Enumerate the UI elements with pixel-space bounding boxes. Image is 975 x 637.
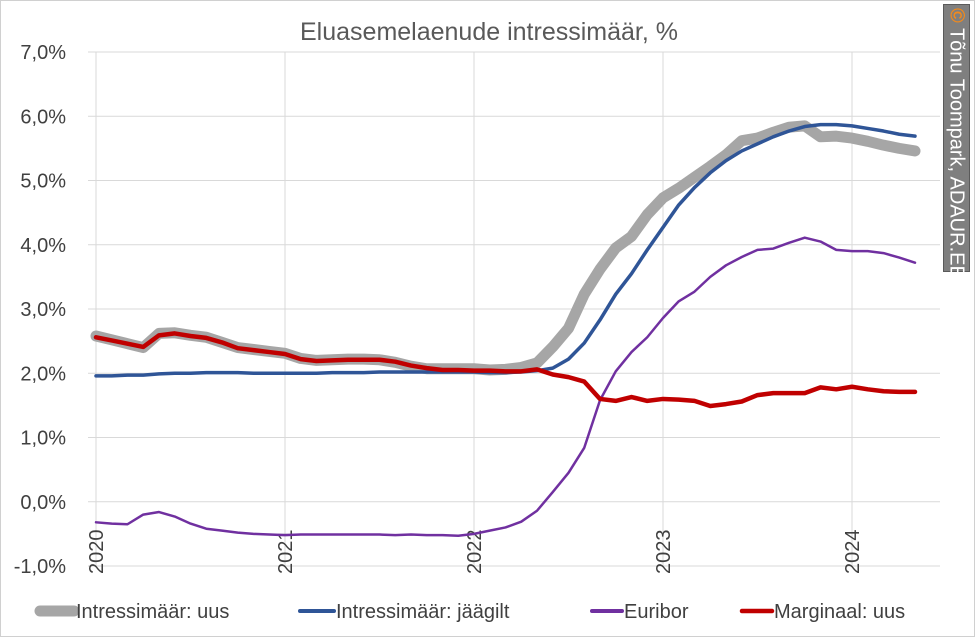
y-axis-ticks: -1,0% 0,0% 1,0% 2,0% 3,0% 4,0% 5,0% 6,0% 7,0% (14, 42, 66, 578)
x-tick-label: 2021 (275, 530, 297, 575)
legend: Intressimäär: uus Intressimäär: jäägilt Eu… (34, 601, 905, 623)
series-line-4 (93, 331, 918, 409)
y-tick-label: 5,0% (20, 171, 66, 193)
legend-label: Intressimäär: uus (76, 601, 229, 623)
credit-label: Tõnu Toompark, ADAUR.EE (945, 27, 968, 279)
y-tick-label: 3,0% (20, 299, 66, 321)
x-tick-label: 2022 (464, 530, 486, 575)
x-tick-label: 2020 (86, 530, 108, 575)
credit-text: © Tõnu Toompark, ADAUR.EE (944, 8, 969, 279)
legend-label: Euribor (624, 601, 689, 623)
x-tick-label: 2024 (842, 530, 864, 575)
y-tick-label: 6,0% (20, 106, 66, 128)
copyright-icon: © (945, 8, 968, 23)
legend-label: Intressimäär: jäägilt (336, 601, 510, 623)
x-axis-ticks: 2020 2021 2022 2023 2024 (86, 530, 864, 575)
y-tick-label: 0,0% (20, 492, 66, 514)
y-tick-label: 7,0% (20, 42, 66, 64)
y-tick-label: 1,0% (20, 428, 66, 450)
legend-label: Marginaal: uus (774, 601, 905, 623)
series-line-3 (94, 236, 917, 538)
x-tick-label: 2023 (653, 530, 675, 575)
series-line-1 (90, 120, 921, 376)
chart-title: Eluasemelaenude intressimäär, % (300, 18, 678, 46)
credit-badge (943, 4, 970, 272)
y-tick-label: 4,0% (20, 235, 66, 257)
series-lines (90, 120, 921, 538)
y-tick-label: -1,0% (14, 556, 66, 578)
y-tick-label: 2,0% (20, 363, 66, 385)
